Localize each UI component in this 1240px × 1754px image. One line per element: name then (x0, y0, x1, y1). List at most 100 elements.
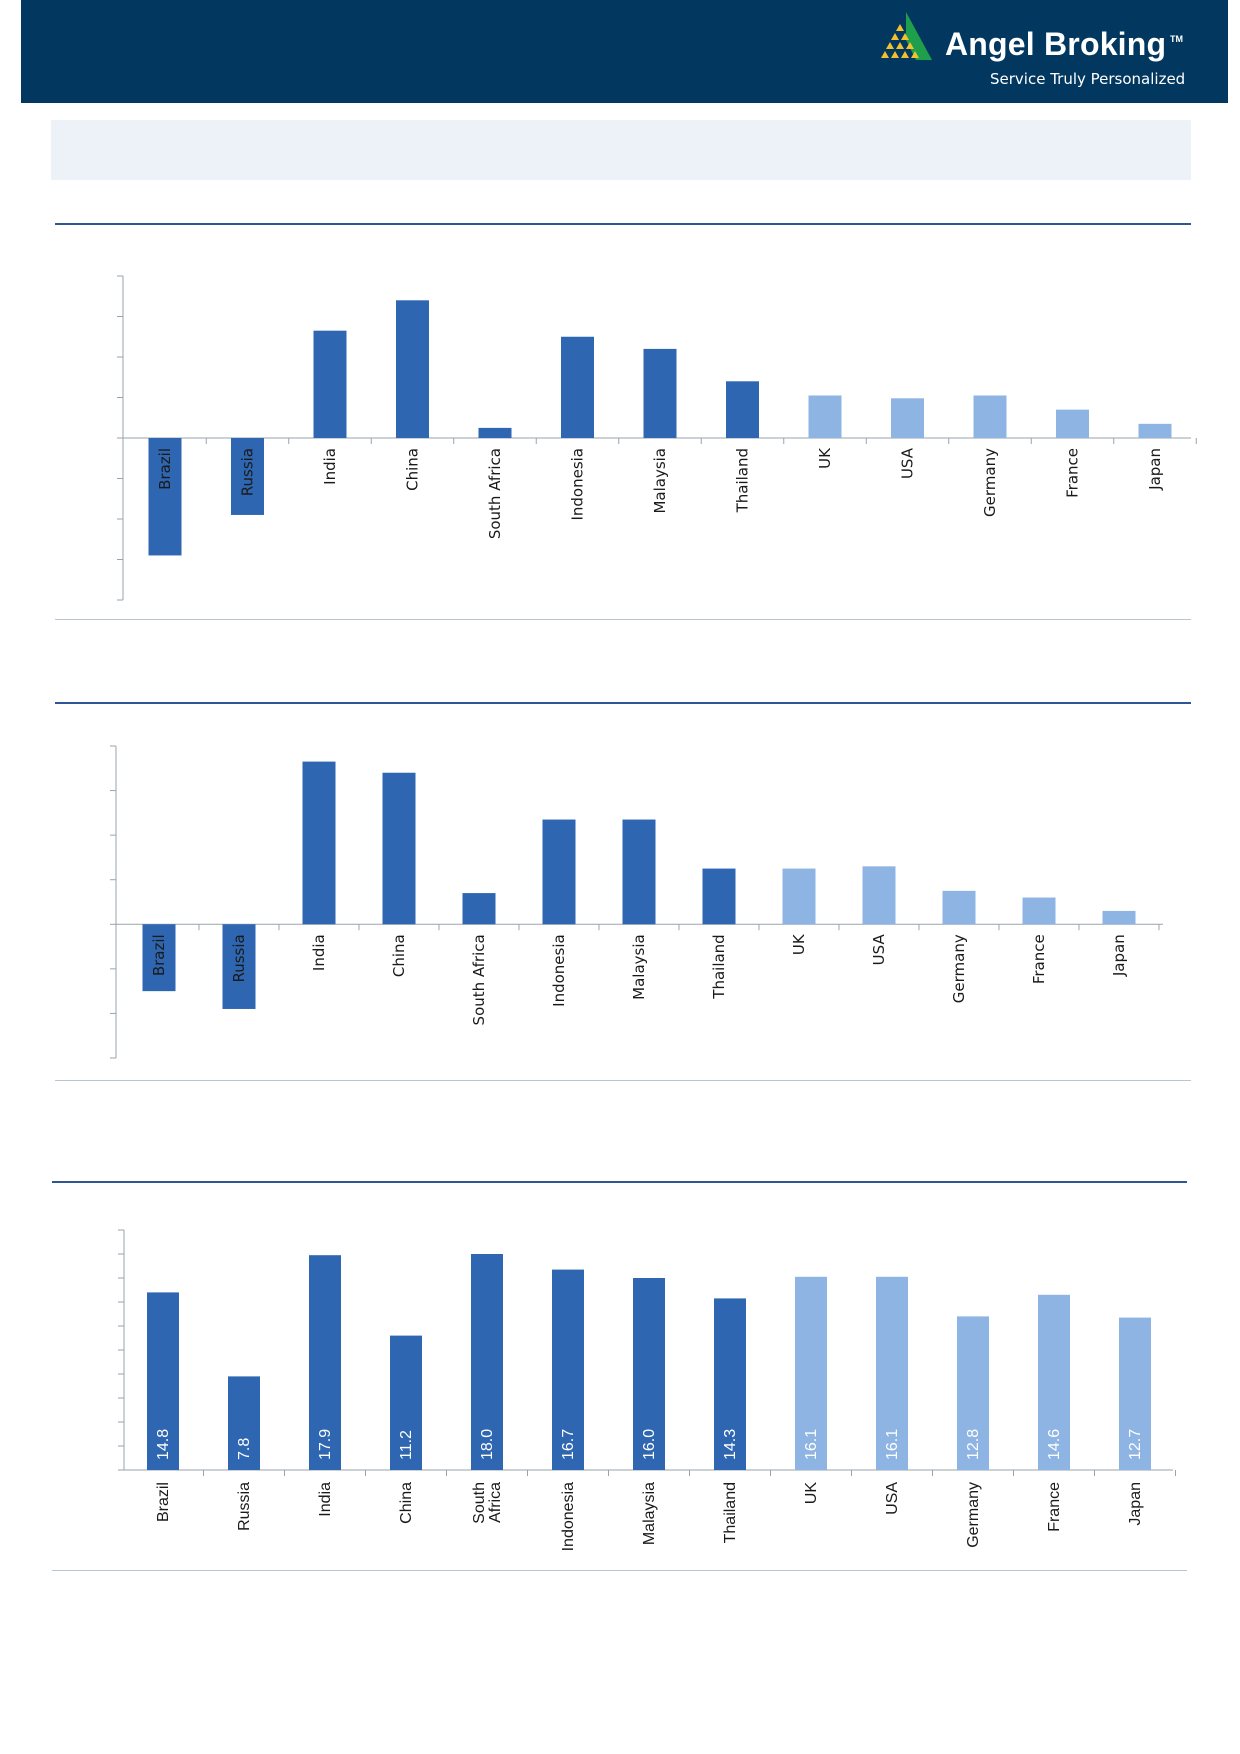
brand-name: Angel Broking (945, 26, 1167, 62)
bar-russia (222, 924, 256, 1009)
bar-south-africa (478, 427, 512, 438)
data-label-japan: 12.7 (1127, 1429, 1144, 1460)
category-label-india: India (321, 448, 339, 485)
chart-3-top-rule (52, 1181, 1187, 1183)
category-label-russia: Russia (236, 1482, 253, 1531)
data-label-germany: 12.8 (965, 1429, 982, 1460)
bar-indonesia (542, 819, 576, 925)
category-label-germany: Germany (965, 1482, 982, 1548)
bar-japan (1119, 1317, 1151, 1470)
category-label-indonesia: Indonesia (569, 448, 587, 521)
data-label-india: 17.9 (317, 1429, 334, 1460)
chart-1: Brazil Russia India China South Africa Indone… (117, 275, 1197, 601)
bar-france (1038, 1294, 1070, 1470)
category-label-china: China (404, 448, 422, 491)
data-label-france: 14.6 (1046, 1429, 1063, 1460)
category-label-uk: UK (790, 933, 808, 955)
data-label-usa: 16.1 (884, 1429, 901, 1460)
bar-uk (808, 395, 842, 438)
bar-india (302, 761, 336, 925)
bar-germany (957, 1316, 989, 1470)
bar-brazil (147, 1292, 179, 1470)
bar-china (396, 300, 429, 438)
category-label-india: India (317, 1482, 334, 1517)
data-label-russia: 7.8 (236, 1438, 253, 1460)
bar-france (1056, 409, 1089, 438)
category-label-south-africa: SouthAfrica (471, 1482, 504, 1524)
category-label-france: France (1064, 448, 1082, 498)
chart-1-top-rule (55, 223, 1191, 225)
category-label-china: China (398, 1482, 415, 1524)
bar-japan (1102, 910, 1136, 925)
bar-malaysia (622, 819, 656, 925)
bar-india (313, 330, 347, 438)
bar-china (382, 772, 416, 925)
bar-brazil (142, 924, 176, 992)
bar-india (309, 1255, 341, 1470)
bar-usa (876, 1276, 908, 1470)
header-bar (21, 0, 1228, 103)
chart-3-bottom-rule (52, 1570, 1187, 1571)
data-label-malaysia: 16.0 (641, 1429, 658, 1460)
bar-thailand (726, 381, 759, 438)
bar-south-africa (462, 893, 496, 925)
category-label-south-africa: South Africa (486, 448, 504, 539)
category-label-japan: Japan (1146, 448, 1164, 491)
category-label-japan: Japan (1127, 1482, 1144, 1526)
brand-tagline: Service Truly Personalized (990, 70, 1186, 88)
category-label-russia: Russia (230, 934, 248, 982)
chart-2: Brazil Russia India China South Africa Indone… (110, 745, 1163, 1059)
bar-malaysia (633, 1278, 665, 1470)
category-label-brazil: Brazil (150, 934, 168, 976)
category-label-uk: UK (816, 447, 834, 469)
category-label-thailand: Thailand (722, 1482, 739, 1543)
chart-1-bottom-rule (55, 619, 1191, 620)
category-label-indonesia: Indonesia (550, 934, 568, 1007)
data-label-uk: 16.1 (803, 1429, 820, 1460)
category-label-russia: Russia (239, 448, 257, 496)
category-label-germany: Germany (950, 934, 968, 1003)
category-label-brazil: Brazil (156, 448, 174, 490)
bar-malaysia (643, 348, 677, 438)
bar-germany (942, 890, 976, 925)
bar-russia (231, 438, 264, 515)
category-label-france: France (1046, 1482, 1063, 1532)
category-label-malaysia: Malaysia (630, 934, 648, 1000)
bar-usa (862, 866, 896, 925)
data-label-china: 11.2 (398, 1430, 415, 1460)
category-label-malaysia: Malaysia (641, 1482, 658, 1545)
bar-uk (795, 1276, 827, 1470)
category-label-usa: USA (899, 447, 917, 479)
category-label-usa: USA (884, 1482, 901, 1515)
angel-broking-logo-icon (881, 12, 932, 60)
category-label-japan: Japan (1110, 934, 1128, 977)
bar-usa (891, 398, 924, 438)
category-label-usa: USA (870, 934, 888, 966)
title-banner (51, 120, 1191, 180)
data-label-indonesia: 16.7 (560, 1429, 577, 1460)
data-label-thailand: 14.3 (722, 1429, 739, 1460)
category-label-china: China (390, 934, 408, 977)
data-label-brazil: 14.8 (155, 1429, 172, 1460)
chart-2-bottom-rule (55, 1080, 1191, 1081)
category-label-thailand: Thailand (710, 934, 728, 999)
category-label-france: France (1030, 934, 1048, 984)
category-label-south-africa: South Africa (470, 934, 488, 1025)
chart-2-top-rule (55, 702, 1191, 704)
chart-3: Brazil 14.8 Russia 7.8 India 17.9 China 11.2 Sou… (118, 1229, 1176, 1551)
category-label-malaysia: Malaysia (651, 448, 669, 514)
bar-russia (228, 1376, 260, 1470)
bar-thailand (702, 868, 736, 925)
category-label-india: India (310, 934, 328, 971)
trademark: TM (1170, 34, 1183, 44)
category-label-indonesia: Indonesia (560, 1482, 577, 1551)
bar-france (1022, 897, 1056, 925)
category-label-germany: Germany (981, 448, 999, 517)
category-label-thailand: Thailand (734, 448, 752, 513)
bar-china (390, 1335, 422, 1470)
bar-south-africa (471, 1254, 503, 1470)
bar-brazil (148, 438, 182, 556)
bar-thailand (714, 1298, 746, 1470)
category-label-uk: UK (803, 1482, 820, 1505)
bar-indonesia (552, 1269, 584, 1470)
